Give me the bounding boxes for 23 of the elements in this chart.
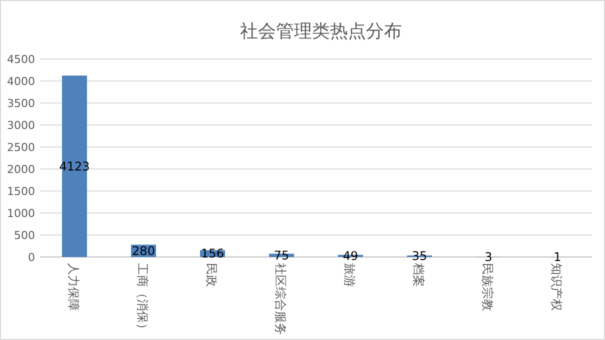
data-label: 3 <box>484 250 492 264</box>
x-tick-label: 档案 <box>412 262 426 287</box>
x-tick-label: 旅游 <box>342 263 356 287</box>
chart-title: 社会管理类热点分布 <box>240 21 402 42</box>
y-tick-label: 500 <box>14 229 35 242</box>
y-tick-label: 2000 <box>7 163 35 176</box>
y-tick-label: 0 <box>28 251 35 264</box>
data-label: 1 <box>554 250 562 264</box>
x-tick-label: 民族宗教 <box>480 263 494 311</box>
y-tick-label: 1000 <box>7 207 35 220</box>
x-tick-label: 社区综合服务 <box>274 263 288 335</box>
x-tick-label: 工商（消保） <box>136 263 150 335</box>
y-tick-label: 4000 <box>7 75 35 88</box>
data-label: 280 <box>132 244 155 258</box>
data-label: 156 <box>201 246 224 261</box>
x-tick-label: 知识产权 <box>550 263 564 311</box>
y-tick-label: 4500 <box>7 53 35 66</box>
y-tick-label: 1500 <box>7 185 35 198</box>
x-tick-label: 人力保障 <box>66 263 80 311</box>
x-tick-label: 民政 <box>204 263 218 287</box>
y-tick-label: 3000 <box>7 119 35 132</box>
y-tick-label: 3500 <box>7 97 35 110</box>
y-tick-label: 2500 <box>7 141 35 154</box>
